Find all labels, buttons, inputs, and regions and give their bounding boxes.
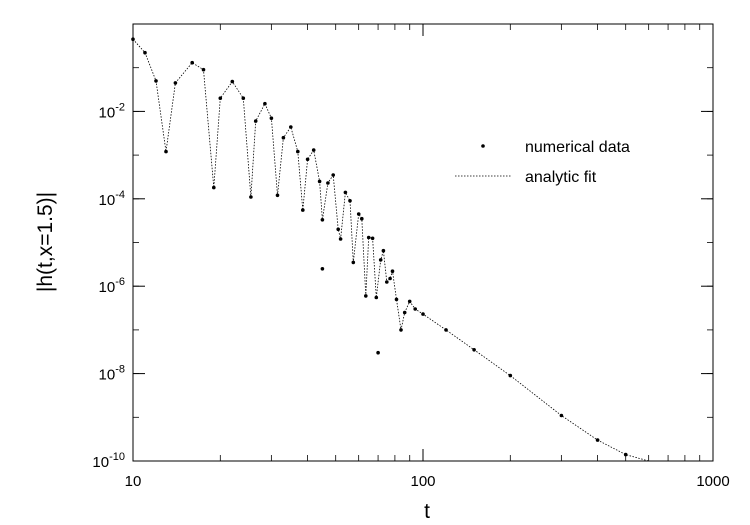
data-point-numerical — [407, 299, 412, 304]
legend-label-analytic-fit: analytic fit — [525, 169, 597, 186]
data-point-numerical — [399, 328, 403, 332]
data-point-numerical — [595, 438, 600, 442]
data-point-numerical — [421, 312, 425, 316]
data-point-numerical — [394, 297, 399, 302]
y-axis-title: |h(t,x=1.5)| — [34, 192, 57, 292]
data-point-numerical — [378, 258, 383, 262]
data-point-numerical — [281, 135, 286, 140]
data-point-numerical — [320, 218, 325, 222]
data-point-numerical — [374, 295, 379, 300]
data-point-numerical — [320, 267, 325, 271]
data-point-numerical — [301, 208, 305, 212]
tick-labels: 10 100 1000 10-2 10-4 10-6 10-8 10-10 — [92, 101, 729, 490]
data-point-numerical — [559, 413, 564, 418]
legend: numerical data analytic fit — [455, 139, 630, 186]
data-point-numerical — [331, 173, 336, 177]
data-point-numerical — [336, 227, 341, 232]
data-point-numerical — [370, 236, 375, 241]
data-point-numerical — [444, 328, 448, 332]
data-point-numerical — [623, 452, 628, 457]
data-point-numerical — [385, 280, 389, 284]
data-point-numerical — [305, 157, 310, 162]
y-tick-label: 10-2 — [99, 101, 125, 121]
data-point-numerical — [338, 237, 343, 241]
data-point-numerical — [253, 119, 258, 123]
data-point-numerical — [360, 216, 364, 221]
data-point-numerical — [364, 294, 368, 298]
x-axis-title: t — [424, 500, 430, 523]
tick-marks — [132, 23, 714, 462]
data-point-numerical — [366, 235, 371, 240]
legend-marker-numerical-data — [481, 144, 485, 148]
data-point-numerical — [472, 348, 476, 352]
data-point-numerical — [190, 60, 194, 65]
data-point-numerical — [413, 307, 418, 311]
x-tick-label: 1000 — [696, 473, 729, 490]
data-point-numerical — [326, 181, 330, 185]
y-tick-label: 10-8 — [99, 364, 125, 384]
data-point-numerical — [296, 149, 300, 154]
plot-frame — [132, 23, 714, 462]
data-point-numerical — [351, 260, 356, 265]
data-point-numerical — [173, 81, 178, 85]
x-tick-label: 10 — [125, 473, 142, 490]
data-point-numerical — [164, 149, 168, 154]
data-point-numerical — [218, 96, 223, 100]
data-point-numerical — [212, 185, 216, 190]
y-tick-label: 10-6 — [99, 276, 125, 296]
data-point-numerical — [249, 195, 253, 199]
data-point-numerical — [275, 193, 280, 198]
data-point-numerical — [263, 101, 267, 106]
data-point-numerical — [388, 276, 392, 281]
data-layer — [131, 37, 669, 462]
data-point-numerical — [230, 79, 235, 84]
data-point-numerical — [390, 269, 395, 274]
data-point-numerical — [289, 125, 293, 129]
legend-label-numerical-data: numerical data — [525, 139, 630, 156]
y-tick-label: 10-10 — [92, 451, 125, 471]
y-tick-label: 10-4 — [99, 189, 125, 209]
data-point-numerical — [402, 310, 407, 315]
data-point-numerical — [311, 148, 316, 152]
data-point-numerical — [241, 96, 246, 100]
data-point-numerical — [508, 373, 513, 378]
series-analytic-fit-line — [132, 38, 669, 462]
x-tick-label: 100 — [410, 473, 435, 490]
data-point-numerical — [381, 248, 386, 253]
data-point-numerical — [376, 350, 380, 355]
data-point-numerical — [154, 79, 158, 83]
data-point-numerical — [343, 190, 348, 195]
data-point-numerical — [348, 199, 352, 203]
data-point-numerical — [201, 67, 206, 72]
data-point-numerical — [356, 212, 361, 216]
data-point-numerical — [269, 116, 274, 120]
data-point-numerical — [317, 179, 322, 184]
data-point-numerical — [143, 50, 147, 55]
